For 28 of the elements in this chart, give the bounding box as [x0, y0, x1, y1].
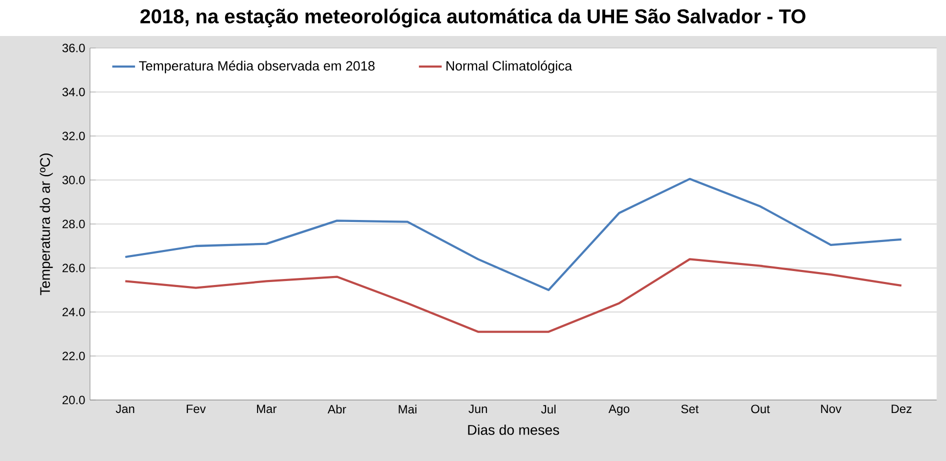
y-tick-label: 34.0	[62, 88, 85, 96]
x-tick-label: Set	[681, 404, 699, 414]
x-tick-label: Ago	[608, 404, 630, 416]
line-series	[124, 178, 902, 292]
x-tick-label: Jul	[541, 404, 556, 414]
y-tick-label: 22.0	[62, 352, 85, 360]
legend-label: Normal Climatológica	[446, 60, 572, 74]
chart-title: 2018, na estação meteorológica automática da UHE São Salvador - TO	[140, 8, 806, 28]
y-tick-label: 28.0	[62, 220, 85, 228]
x-axis-title: Dias do meses	[468, 424, 560, 435]
y-tick-label: 36.0	[62, 44, 85, 52]
y-tick-label: 24.0	[62, 308, 85, 316]
y-axis-title: Temperatura do ar (ºC)	[40, 153, 53, 296]
line-series	[124, 258, 902, 333]
legend-label: Temperatura Média observada em 2018	[139, 60, 375, 74]
y-tick-label: 32.0	[62, 132, 85, 140]
y-tick-label: 26.0	[62, 264, 85, 272]
x-tick-label: Nov	[821, 404, 842, 414]
y-tick-label: 30.0	[62, 176, 85, 184]
x-tick-label: Fev	[186, 404, 206, 414]
x-tick-label: Jun	[468, 404, 487, 414]
x-tick-label: Out	[751, 404, 770, 414]
x-tick-label: Dez	[892, 404, 912, 414]
x-tick-label: Jan	[116, 404, 134, 414]
x-tick-label: Abr	[328, 404, 346, 414]
y-tick-label: 20.0	[62, 396, 85, 404]
x-tick-label: Mai	[398, 404, 416, 414]
x-tick-label: Mar	[257, 404, 277, 414]
